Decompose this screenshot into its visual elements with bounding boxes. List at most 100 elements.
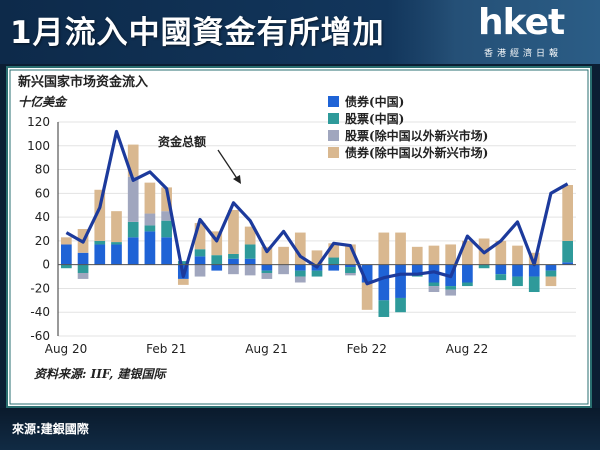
bar-segment-s1 — [328, 257, 340, 265]
bar-segment-s3 — [211, 231, 223, 256]
bar-segment-s2 — [445, 289, 457, 296]
bar-segment-s1 — [161, 220, 172, 238]
bar-segment-s1 — [294, 270, 306, 277]
bar-segment-s2 — [144, 213, 156, 226]
bar-segment-s3 — [512, 245, 523, 265]
bar-segment-s3 — [244, 226, 256, 245]
bar-segment-s3 — [194, 223, 206, 250]
bar-segment-s1 — [562, 240, 573, 263]
bar-segment-s1 — [144, 225, 156, 232]
bar-segment-s3 — [144, 182, 156, 214]
y-tick-label: 40 — [35, 210, 50, 224]
source-note: 资料来源: IIF, 建银国际 — [34, 367, 168, 381]
bar-segment-s3 — [278, 246, 289, 265]
y-tick-label: 60 — [35, 186, 50, 200]
chart: 新兴国家市场资金流入 十亿美金 -60 -40 -20 0 20 40 60 80 100 120… — [6, 66, 592, 408]
footer-bar: 來源:建銀國際 — [0, 408, 600, 450]
y-tick-label: -40 — [30, 305, 50, 319]
page-title: 1月流入中國資金有所增加 — [10, 15, 385, 51]
bar-segment-s3 — [545, 276, 557, 287]
bar-segment-s2 — [244, 264, 256, 276]
bar-segment-s3 — [562, 185, 573, 241]
bar-segment-s1 — [478, 264, 490, 269]
bar-segment-s3 — [495, 240, 507, 265]
annotation-label: 资金总额 — [158, 134, 206, 149]
bar-segment-s1 — [261, 270, 273, 273]
title-bar — [0, 0, 455, 64]
bar-segment-s2 — [77, 272, 89, 279]
bar-segment-s3 — [228, 209, 239, 254]
bar-segment-s1 — [77, 264, 89, 273]
bar-segment-s0 — [61, 244, 72, 265]
bar-segment-s2 — [127, 176, 139, 222]
y-tick-label: 20 — [35, 234, 50, 248]
bar-segment-s0 — [94, 244, 106, 265]
bar-segment-s1 — [244, 244, 256, 259]
x-tick-label: Feb 22 — [347, 342, 387, 356]
legend-swatch — [328, 130, 339, 141]
bar-segment-s1 — [378, 300, 390, 317]
bar-segment-s0 — [512, 264, 523, 277]
legend-swatch — [328, 113, 339, 124]
bar-segment-s2 — [345, 272, 356, 276]
y-tick-label: 80 — [35, 163, 50, 177]
bar-segment-s1 — [512, 276, 523, 287]
annotation-arrow-line — [217, 149, 239, 181]
bar-segment-s1 — [345, 267, 356, 273]
bar-segment-s2 — [261, 272, 273, 279]
hket-logo: hket 香港經濟日報 — [478, 2, 598, 62]
bar-segment-s0 — [411, 264, 423, 275]
bar-segment-s3 — [462, 240, 473, 265]
y-tick-label: 0 — [42, 258, 50, 272]
bar-segment-s0 — [495, 264, 507, 275]
bar-segment-s0 — [161, 237, 172, 265]
header-banner: 1月流入中國資金有所增加 hket 香港經濟日報 — [0, 0, 600, 64]
legend-swatch — [328, 147, 339, 158]
bar-segment-s3 — [111, 211, 122, 243]
y-tick-label: 120 — [27, 115, 50, 129]
line-layer — [65, 129, 569, 286]
bar-segment-s3 — [177, 278, 189, 285]
bar-segment-s1 — [528, 276, 540, 293]
bar-segment-s0 — [111, 244, 122, 265]
bar-segment-s2 — [194, 264, 206, 277]
chart-inner-border — [9, 69, 589, 405]
bar-segment-s3 — [61, 237, 72, 245]
bar-segment-s3 — [428, 245, 440, 265]
chart-title: 新兴国家市场资金流入 — [18, 74, 148, 90]
axes: -60 -40 -20 0 20 40 60 80 100 120 Aug 20 Feb 21 Aug … — [27, 115, 576, 356]
bar-segment-s3 — [378, 232, 390, 265]
bar-segment-s2 — [294, 276, 306, 283]
bar-segment-s2 — [428, 286, 440, 293]
bar-segment-s0 — [211, 264, 223, 271]
bar-segment-s1 — [177, 261, 189, 265]
legend-label: 债券(除中国以外新兴市场) — [345, 145, 488, 160]
bar-segment-s3 — [345, 244, 356, 265]
x-tick-label: Aug 20 — [45, 342, 88, 356]
bar-segment-s1 — [395, 297, 406, 313]
bar-segment-s0 — [194, 256, 206, 265]
bar-segment-s0 — [144, 231, 156, 265]
chart-panel: 新兴国家市场资金流入 十亿美金 -60 -40 -20 0 20 40 60 80 100 120… — [6, 66, 592, 408]
bar-segment-s0 — [545, 264, 557, 271]
bar-segment-s1 — [127, 221, 139, 238]
bar-segment-s3 — [127, 144, 139, 177]
legend: 债券(中国) 股票(中国) 股票(除中国以外新兴市场) 债券(除中国以外新兴市场) — [328, 94, 488, 160]
logo-text: hket — [478, 2, 565, 43]
gridlines — [58, 121, 576, 337]
bar-segment-s0 — [562, 262, 573, 265]
bar-segment-s1 — [545, 270, 557, 277]
bar-segment-s3 — [294, 232, 306, 265]
x-tick-label: Aug 22 — [446, 342, 489, 356]
bar-segment-s0 — [127, 237, 139, 265]
bar-segment-s0 — [77, 252, 89, 265]
bar-segment-s2 — [228, 264, 239, 275]
bar-segment-s3 — [361, 282, 373, 310]
bar-segment-s0 — [294, 264, 306, 271]
bar-layer — [61, 144, 573, 317]
bar-segment-s1 — [428, 282, 440, 287]
bar-segment-s3 — [261, 246, 273, 265]
legend-label: 股票(中国) — [345, 111, 404, 126]
bar-segment-s3 — [94, 189, 106, 241]
annotation-arrow-head — [233, 175, 241, 184]
